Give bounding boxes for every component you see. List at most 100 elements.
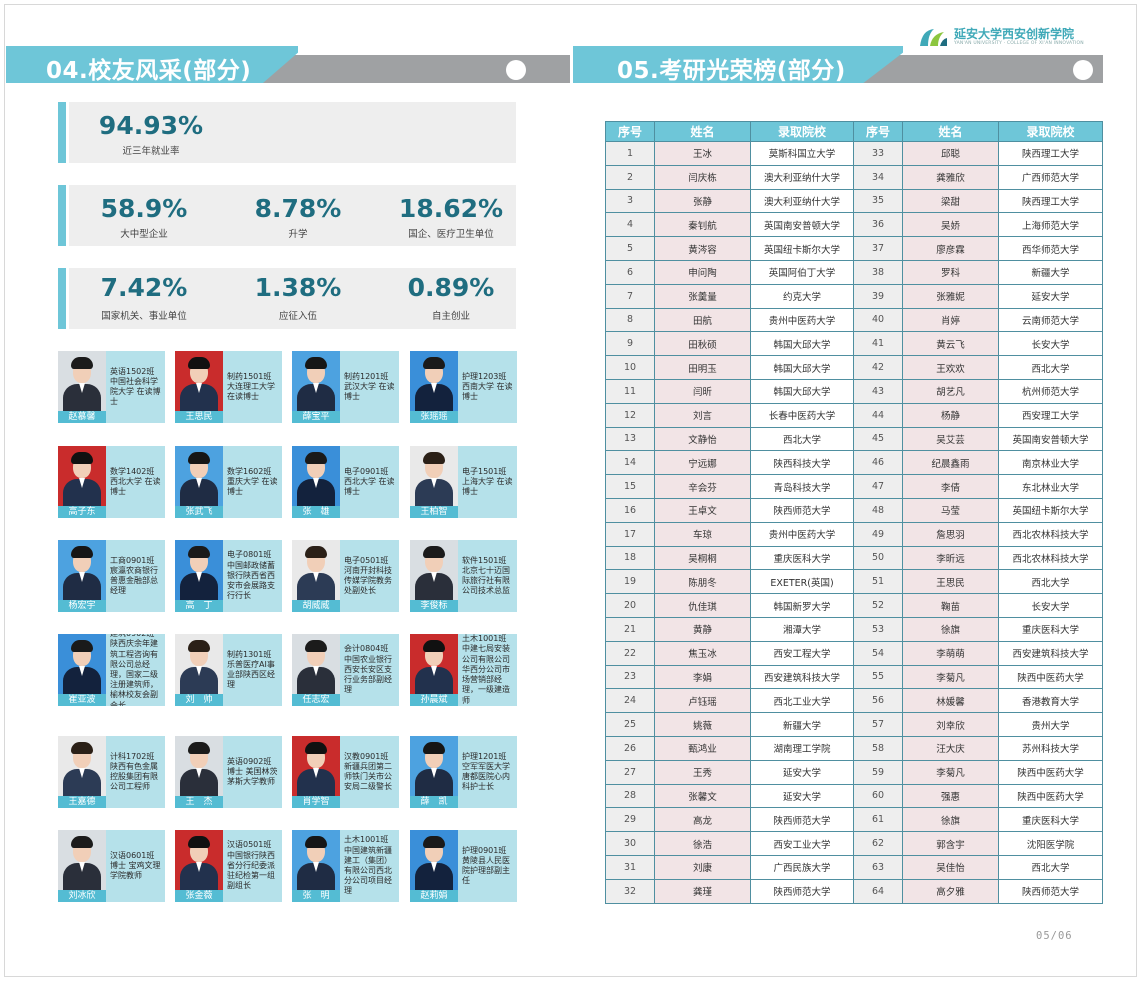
table-row: 8 田航 贵州中医药大学 40 肖婷 云南师范大学 xyxy=(605,307,1103,333)
rank-index: 26 xyxy=(605,735,655,761)
rank-school: 重庆医科大学 xyxy=(750,545,854,571)
alumni-card: 杨宏宇 工商0901班 宸瀛农商银行 普惠金融部总经理 xyxy=(58,540,165,612)
rank-index: 56 xyxy=(853,688,903,714)
alumni-photo xyxy=(410,446,458,518)
alumni-card: 任志宏 会计0804班 中国农业银行西安长安区支行业务部副经理 xyxy=(292,634,399,706)
rank-school: 云南师范大学 xyxy=(998,307,1103,333)
rank-index: 47 xyxy=(853,474,903,499)
rank-school: 沈阳医学院 xyxy=(998,831,1103,856)
rank-index: 48 xyxy=(853,497,903,523)
alumni-name: 薛宝平 xyxy=(292,411,340,423)
rank-name: 吴艾芸 xyxy=(902,426,999,452)
rank-school: 西北农林科技大学 xyxy=(998,521,1103,547)
table-row: 10 田明玉 韩国大邱大学 42 王欢欢 西北大学 xyxy=(605,355,1103,380)
logo-main-text: 延安大学西安创新学院 xyxy=(954,26,1075,41)
rank-name: 徐浩 xyxy=(654,831,751,856)
rank-school: 西北农林科技大学 xyxy=(998,545,1103,571)
rank-name: 王冰 xyxy=(654,141,751,166)
rank-school: 陕西理工大学 xyxy=(998,141,1103,166)
rank-index: 39 xyxy=(853,283,903,309)
rank-index: 44 xyxy=(853,402,903,428)
rank-school: 韩国大邱大学 xyxy=(750,355,854,380)
rank-index: 19 xyxy=(605,569,655,595)
table-row: 31 刘康 广西民族大学 63 吴佳怡 西北大学 xyxy=(605,854,1103,880)
alumni-info: 护理1203班 西南大学 在读博士 xyxy=(462,371,513,402)
alumni-info: 建筑0902班 陕西庆余年建筑工程咨询有限公司总经理，国家二级注册建筑师，榆林校… xyxy=(110,634,158,706)
table-header-row: 序号 姓名 录取院校 序号 姓名 录取院校 xyxy=(605,121,1103,142)
alumni-name: 张金薇 xyxy=(175,890,223,902)
rank-school: 西北大学 xyxy=(998,355,1103,380)
alumni-card: 高子东 数学1402班 西北大学 在读博士 xyxy=(58,446,165,518)
header-school: 录取院校 xyxy=(998,121,1103,142)
alumni-card: 王柏智 电子1501班 上海大学 在读博士 xyxy=(410,446,517,518)
alumni-info: 电子1501班 上海大学 在读博士 xyxy=(462,466,513,497)
rank-index: 15 xyxy=(605,474,655,499)
stat-state-enterprise: 18.62% 国企、医疗卫生单位 xyxy=(398,194,504,240)
rank-school: 西安工程大学 xyxy=(750,640,854,666)
alumni-card: 王思民 制药1501班 大连理工大学 在读博士 xyxy=(175,351,282,423)
rank-name: 李菊凡 xyxy=(902,759,999,785)
rank-school: 韩国大邱大学 xyxy=(750,331,854,357)
rank-index: 6 xyxy=(605,259,655,285)
rank-school: 重庆医科大学 xyxy=(998,616,1103,642)
alumni-card: 薛宝平 制药1201班 武汉大学 在读博士 xyxy=(292,351,399,423)
rank-school: 西安建筑科技大学 xyxy=(998,640,1103,666)
rank-school: 英国阿伯丁大学 xyxy=(750,259,854,285)
rank-index: 46 xyxy=(853,450,903,476)
stat-government: 7.42% 国家机关、事业单位 xyxy=(100,273,188,322)
rank-index: 17 xyxy=(605,521,655,547)
header-name: 姓名 xyxy=(654,121,751,142)
rank-name: 吴娇 xyxy=(902,212,999,238)
rank-name: 高龙 xyxy=(654,807,751,833)
rank-name: 田明玉 xyxy=(654,355,751,380)
alumni-name: 王 杰 xyxy=(175,796,223,808)
alumni-info: 软件1501班 北京七十迈国际旅行社有限公司技术总监 xyxy=(462,555,510,596)
rank-name: 肖婷 xyxy=(902,307,999,333)
alumni-info: 制药1501班 大连理工大学 在读博士 xyxy=(227,371,275,402)
rank-index: 23 xyxy=(605,664,655,690)
rank-school: 陕西中医药大学 xyxy=(998,759,1103,785)
alumni-photo xyxy=(175,446,223,518)
alumni-photo xyxy=(410,351,458,423)
rank-name: 李萌萌 xyxy=(902,640,999,666)
rank-index: 16 xyxy=(605,497,655,523)
alumni-photo xyxy=(175,736,223,808)
alumni-photo xyxy=(175,351,223,423)
table-row: 30 徐浩 西安工业大学 62 郭含宇 沈阳医学院 xyxy=(605,831,1103,856)
rank-name: 文静怡 xyxy=(654,426,751,452)
alumni-card: 高 丁电子0801班 中国邮政储蓄银行陕西省西安市会展路支行行长 xyxy=(175,540,282,612)
rank-index: 14 xyxy=(605,450,655,476)
alumni-name: 任志宏 xyxy=(292,694,340,706)
alumni-photo xyxy=(175,634,223,706)
alumni-card: 赵慕馨 英语1502班 中国社会科学院大学 在读博士 xyxy=(58,351,165,423)
rank-name: 张羹量 xyxy=(654,283,751,309)
table-row: 29 高龙 陕西师范大学 61 徐旗 重庆医科大学 xyxy=(605,807,1103,833)
rank-name: 龚瑾 xyxy=(654,878,751,904)
rank-school: 西安建筑科技大学 xyxy=(750,664,854,690)
rank-school: 英国南安普顿大学 xyxy=(998,426,1103,452)
rank-index: 13 xyxy=(605,426,655,452)
table-row: 6 申问陶 英国阿伯丁大学 38 罗科 新疆大学 xyxy=(605,259,1103,285)
rank-index: 42 xyxy=(853,355,903,380)
rank-name: 汪大庆 xyxy=(902,735,999,761)
table-row: 25 姚薇 新疆大学 57 刘幸欣 贵州大学 xyxy=(605,712,1103,737)
alumni-name: 薛 凯 xyxy=(410,796,458,808)
alumni-card: 张瑶瑶 护理1203班 西南大学 在读博士 xyxy=(410,351,517,423)
alumni-photo xyxy=(58,540,106,612)
rank-index: 37 xyxy=(853,236,903,261)
rank-name: 仇佳琪 xyxy=(654,593,751,618)
rank-name: 梁甜 xyxy=(902,188,999,214)
rank-name: 龚雅欣 xyxy=(902,164,999,190)
rank-name: 刘幸欣 xyxy=(902,712,999,737)
rank-name: 张静 xyxy=(654,188,751,214)
alumni-name: 高 丁 xyxy=(175,600,223,612)
rank-name: 王欢欢 xyxy=(902,355,999,380)
rank-school: EXETER(英国) xyxy=(750,569,854,595)
rank-school: 湘潭大学 xyxy=(750,616,854,642)
alumni-name: 刘 帅 xyxy=(175,694,223,706)
rank-school: 陕西师范大学 xyxy=(750,878,854,904)
alumni-name: 崔亚波 xyxy=(58,694,106,706)
alumni-photo xyxy=(292,830,340,902)
rank-school: 韩国新罗大学 xyxy=(750,593,854,618)
rank-index: 20 xyxy=(605,593,655,618)
